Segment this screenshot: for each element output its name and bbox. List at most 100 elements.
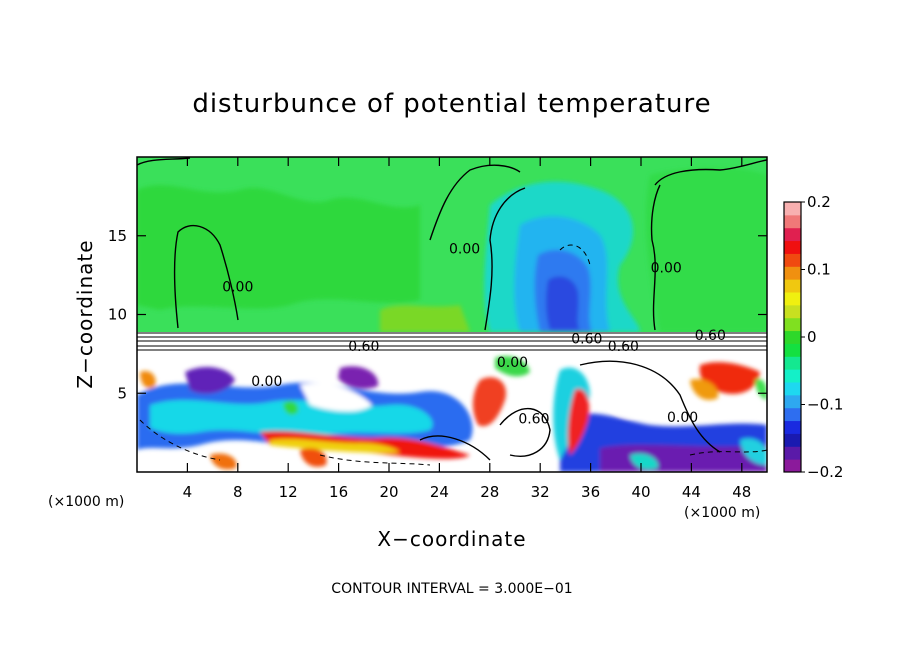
- colorbar-swatch: [784, 356, 801, 370]
- x-unit-left: (×1000 m): [48, 494, 124, 510]
- field-stable-layer: [137, 332, 767, 352]
- contour-label: 0.00: [449, 242, 480, 258]
- field-patch-orange-bottom-left: [210, 453, 237, 470]
- x-tick-label: 44: [682, 483, 701, 501]
- x-tick-label: 8: [233, 483, 243, 501]
- field-patch-green-right: [755, 378, 767, 400]
- colorbar-swatch: [784, 292, 801, 306]
- contour-label: 0.60: [348, 339, 379, 355]
- contour-label-layer: 0.60 0.60 0.60 0.60 0.00 0.00 0.00 0.00 0.00 0.60…: [222, 242, 726, 428]
- contour-label: 0.60: [518, 412, 549, 428]
- colorbar-swatch: [784, 382, 801, 396]
- field-patch-yellow-strip: [270, 438, 400, 453]
- field-patch-red-column: [567, 389, 590, 455]
- y-tick-label: 5: [117, 384, 127, 402]
- contour-lower-left: [419, 435, 491, 461]
- colorbar-swatch: [784, 433, 801, 447]
- field-patch-orange-right: [690, 379, 719, 400]
- colorbar-swatch: [784, 279, 801, 293]
- contour-upper-left: [173, 224, 239, 329]
- contour-label: 0.00: [651, 260, 682, 276]
- colorbar-tick-label: 0: [807, 328, 817, 346]
- y-tick-label: 15: [108, 227, 127, 245]
- contour-dashed-left: [139, 419, 221, 461]
- colorbar-swatch: [784, 240, 801, 254]
- x-unit-right: (×1000 m): [684, 505, 760, 521]
- contour-lines: [137, 157, 767, 461]
- contour-upper-top-left: [137, 157, 191, 166]
- field-patch-purple-mid: [338, 366, 379, 389]
- colorbar-tick-label: 0.2: [807, 193, 831, 211]
- contour-upper-center: [429, 164, 521, 241]
- colorbar-tick-label: 0.1: [807, 261, 831, 279]
- field-patch-cyan-bottom-right: [630, 453, 659, 470]
- colorbar-swatch: [784, 394, 801, 409]
- x-tick-label: 48: [732, 483, 751, 501]
- field-patch-upper-greenyellow: [380, 305, 470, 332]
- stable-layer-contours: [137, 332, 767, 351]
- field-patch-right-green: [645, 167, 767, 332]
- x-tick-label: 12: [279, 483, 298, 501]
- colorbar-swatch: [784, 446, 801, 460]
- colorbar-swatch: [784, 266, 801, 280]
- colorbar-swatch: [784, 214, 801, 229]
- contour-label: 0.60: [571, 331, 602, 347]
- colorbar-tick-label: −0.1: [807, 396, 843, 414]
- field-patch-upper-light-left: [137, 185, 420, 310]
- contour-plume-edge-right: [654, 159, 767, 186]
- x-tick-label: 32: [531, 483, 550, 501]
- field-patch-core-plume: [545, 276, 580, 330]
- contour-upper-right: [650, 184, 661, 331]
- field-patch-red-right: [699, 362, 760, 394]
- colorbar-swatch: [784, 227, 801, 242]
- contour-label: 0.00: [222, 279, 253, 295]
- colorbar-swatch: [784, 202, 801, 216]
- x-tick-label: 16: [329, 483, 348, 501]
- colorbar-swatch: [784, 330, 801, 344]
- colorbar-swatch: [784, 317, 801, 332]
- contour-lower-right: [499, 408, 551, 457]
- colorbar-swatch: [784, 304, 801, 319]
- field-upper-patches: [137, 167, 767, 332]
- colorbar-swatch: [784, 343, 801, 357]
- contour-label: 0.60: [695, 328, 726, 344]
- field-lower-patches: [137, 355, 767, 472]
- x-tick-label: 4: [183, 483, 193, 501]
- y-tick-label: 10: [108, 306, 127, 324]
- x-axis: 4 8 12 16 20 24 28 32 36 40 44 48: [183, 157, 751, 501]
- contour-dashed-plume: [559, 244, 591, 266]
- colorbar-tick-label: −0.2: [807, 463, 843, 481]
- plot-area: 0.60 0.60 0.60 0.60 0.00 0.00 0.00 0.00 0.00 0.60…: [137, 157, 767, 472]
- x-tick-label: 40: [631, 483, 650, 501]
- colorbar-swatch: [784, 407, 801, 422]
- contour-label: 0.00: [667, 410, 698, 426]
- contour-plume-edge-left: [484, 187, 526, 331]
- x-tick-label: 20: [379, 483, 398, 501]
- x-tick-label: 24: [430, 483, 449, 501]
- y-axis: 5 10 15: [108, 227, 767, 402]
- field-patch-orange-bottom-mid: [300, 448, 327, 467]
- colorbar-swatch: [784, 420, 801, 434]
- contour-label: 0.00: [497, 355, 528, 371]
- contour-lower-right-2: [579, 360, 721, 453]
- x-axis-label: X−coordinate: [377, 527, 526, 551]
- x-tick-label: 36: [581, 483, 600, 501]
- field-patch-white-pocket: [300, 383, 372, 412]
- contour-dashed-mid: [319, 454, 431, 466]
- contour-interval-note: CONTOUR INTERVAL = 3.000E−01: [331, 581, 572, 597]
- contour-lines-negative: [139, 244, 767, 466]
- colorbar: 0.2 0.1 0 −0.1 −0.2: [783, 193, 843, 481]
- colorbar-swatch: [784, 253, 801, 267]
- field-patch-orange-left: [140, 370, 156, 389]
- colorbar-swatch: [784, 459, 801, 473]
- chart-title: disturbunce of potential temperature: [192, 89, 711, 119]
- contour-label: 0.00: [251, 374, 282, 390]
- x-tick-label: 28: [480, 483, 499, 501]
- field-patch-purple-left: [185, 366, 235, 394]
- field-patch-white-right-pocket: [610, 367, 649, 417]
- contour-label: 0.60: [608, 339, 639, 355]
- field-patch-green-mid: [495, 355, 530, 377]
- y-axis-label: Z−coordinate: [73, 239, 97, 388]
- colorbar-swatch: [784, 369, 801, 383]
